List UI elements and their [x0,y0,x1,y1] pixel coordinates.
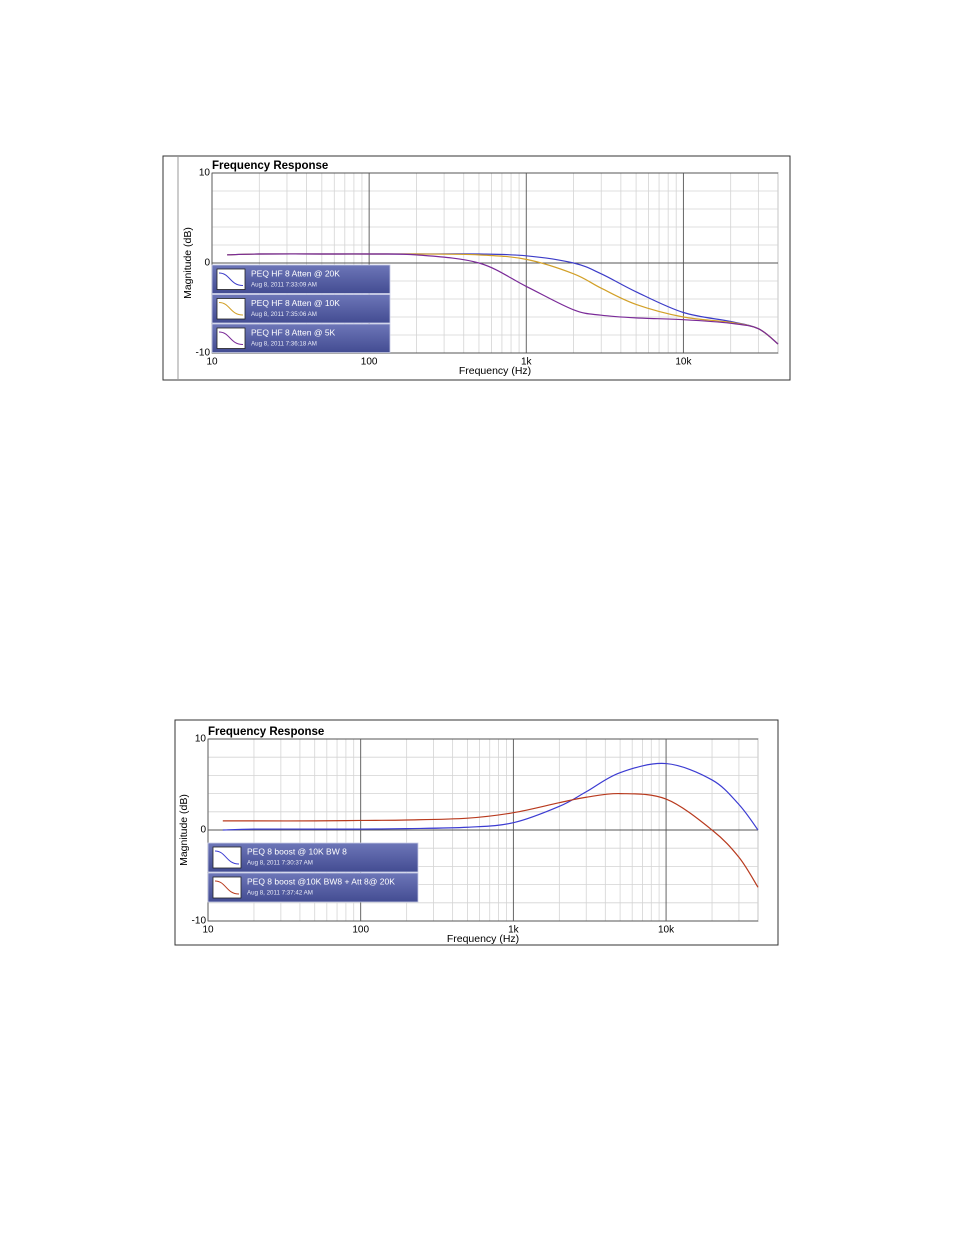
legend-thumb-curve [218,302,244,316]
x-tick-label: 10 [206,357,218,368]
y-tick-label: -10 [196,348,211,359]
y-tick-label: 0 [204,258,210,269]
legend-date: Aug 8, 2011 7:33:09 AM [251,282,317,289]
y-tick-label: -10 [192,916,207,927]
legend-thumb-curve [218,272,244,286]
x-tick-label: 100 [361,357,378,368]
legend-row [207,842,419,873]
legend-date: Aug 8, 2011 7:35:06 AM [251,311,317,318]
x-axis-label: Frequency (Hz) [447,933,519,945]
y-axis-label: Magnitude (dB) [178,794,190,866]
x-tick-label: 10k [658,925,675,936]
legend-date: Aug 8, 2011 7:37:42 AM [247,890,313,897]
series-line [222,792,759,888]
x-axis-label: Frequency (Hz) [459,365,531,377]
legend-thumb [212,876,242,899]
chart-title: Frequency Response [208,726,324,738]
legend-thumb-curve [218,331,244,345]
x-tick-label: 1k [521,357,533,368]
legend-thumb [216,327,246,349]
legend-name: PEQ HF 8 Atten @ 5K [251,327,336,337]
y-tick-label: 10 [195,734,207,745]
legend-thumb-curve [214,850,240,865]
legend-thumb-curve [214,880,240,895]
legend-row [207,872,419,903]
series-line [227,253,779,345]
x-tick-label: 10 [202,925,214,936]
legend-name: PEQ 8 boost @10K BW8 + Att 8@ 20K [247,876,395,886]
legend-date: Aug 8, 2011 7:30:37 AM [247,860,313,867]
x-tick-label: 1k [508,925,520,936]
legend-date: Aug 8, 2011 7:36:18 AM [251,341,317,348]
chart-title: Frequency Response [212,160,328,172]
legend-thumb [216,298,246,320]
legend-name: PEQ HF 8 Atten @ 20K [251,268,340,278]
legend-name: PEQ 8 boost @ 10K BW 8 [247,846,347,856]
legend-thumb [216,268,246,290]
legend-name: PEQ HF 8 Atten @ 10K [251,298,340,308]
y-axis-label: Magnitude (dB) [182,227,194,299]
legend-thumb [212,846,242,869]
x-tick-label: 10k [675,357,692,368]
x-tick-label: 100 [352,925,369,936]
y-tick-label: 10 [199,168,211,179]
y-tick-label: 0 [200,825,206,836]
series-line [222,762,759,831]
